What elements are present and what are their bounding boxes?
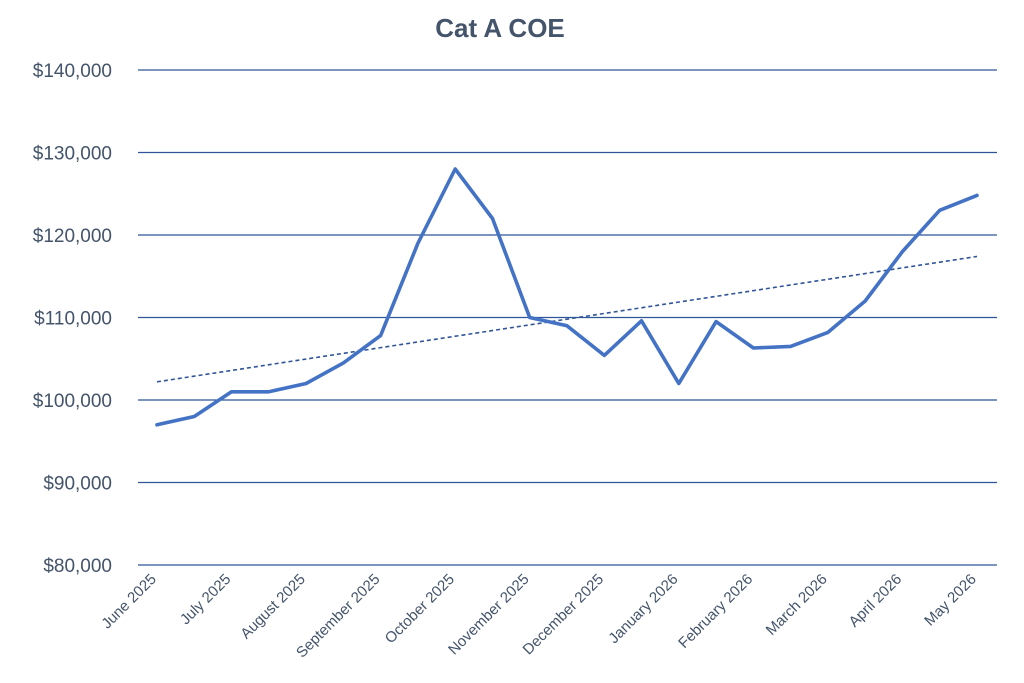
data-point: [714, 320, 718, 323]
data-point: [453, 167, 457, 171]
y-tick-label: $110,000: [34, 309, 112, 330]
y-tick-label: $120,000: [33, 226, 112, 247]
y-tick-label: $90,000: [43, 474, 112, 495]
x-tick-label: June 2025: [98, 571, 160, 633]
x-tick-label: August 2025: [237, 571, 309, 643]
x-tick-label: February 2026: [675, 571, 756, 652]
data-point: [603, 354, 606, 357]
y-axis-tick-labels: $80,000 $90,000 $100,000 $110,000 $120,000 $1…: [33, 61, 112, 577]
data-point: [155, 423, 159, 426]
y-tick-label: $130,000: [33, 144, 112, 165]
series-layer: [155, 167, 979, 427]
data-point: [565, 324, 569, 327]
data-point: [304, 382, 308, 385]
series-line: [155, 167, 979, 427]
data-point: [938, 209, 941, 212]
x-tick-label: March 2026: [763, 571, 831, 639]
chart-title: Cat A COE: [435, 13, 565, 43]
data-point: [379, 334, 382, 337]
data-point: [342, 361, 345, 365]
x-tick-label: December 2025: [520, 571, 607, 658]
x-tick-label: July 2025: [177, 571, 234, 628]
data-point: [193, 415, 196, 418]
x-tick-label: January 2026: [605, 571, 681, 647]
data-point: [267, 390, 271, 393]
data-point: [640, 319, 643, 322]
data-point: [230, 390, 233, 393]
data-point: [491, 217, 494, 220]
y-tick-label: $140,000: [33, 61, 112, 82]
data-point: [789, 345, 792, 348]
data-point: [528, 316, 531, 319]
x-tick-label: April 2026: [845, 571, 905, 631]
data-point: [677, 382, 681, 385]
data-point: [901, 250, 904, 253]
gridlines: [138, 69, 997, 566]
trendline: [156, 255, 978, 383]
data-point: [826, 331, 830, 334]
x-tick-label: May 2026: [921, 571, 980, 630]
x-tick-label: October 2025: [382, 571, 458, 647]
data-point: [863, 299, 867, 303]
data-point: [975, 194, 979, 197]
y-tick-label: $80,000: [43, 556, 112, 577]
data-point: [416, 242, 420, 245]
y-tick-label: $100,000: [33, 391, 112, 412]
data-point: [752, 346, 755, 350]
